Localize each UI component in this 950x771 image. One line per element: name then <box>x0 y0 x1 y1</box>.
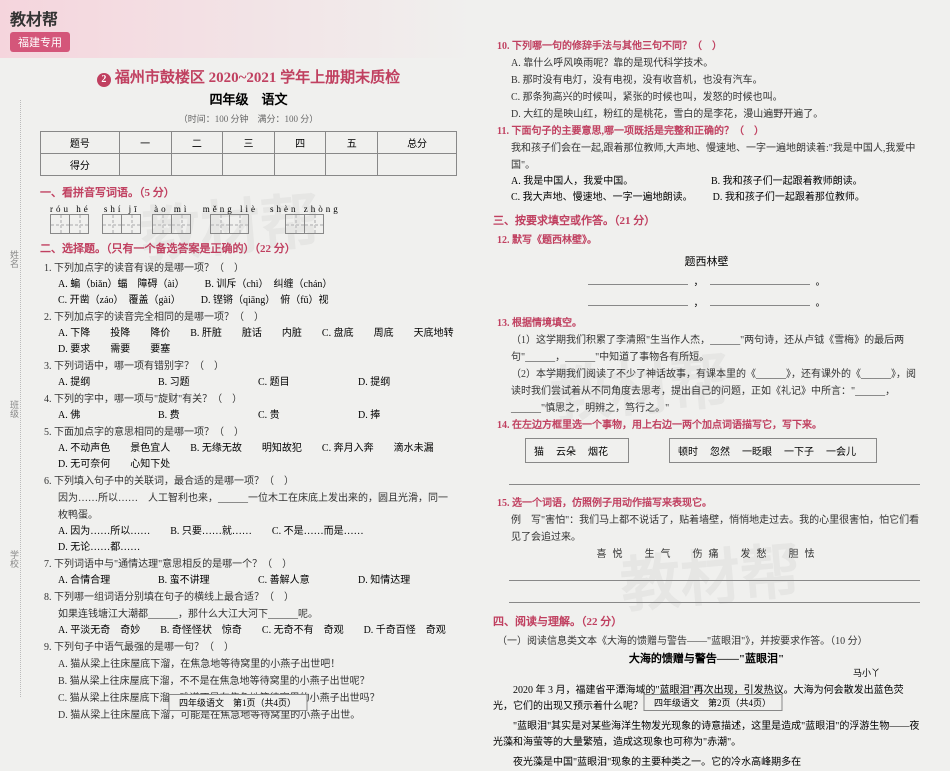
section-4-title: 四、阅读与理解。（22 分） <box>493 613 920 629</box>
page-2: 10. 下列哪一句的修辞手法与其他三句不同？（ ） A. 靠什么呼风唤雨呢？靠的… <box>475 0 950 717</box>
exam-subtitle: 四年级 语文 <box>40 89 457 108</box>
q14-stem: 14. 在左边方框里选一个事物，用上右边一两个加点词语描写它，写下来。 <box>497 417 920 434</box>
page-1: 姓名 班级 学校 教材帮 福建专用 2福州市鼓楼区 2020~2021 学年上册… <box>0 0 475 717</box>
q10-stem: 10. 下列哪一句的修辞手法与其他三句不同？（ ） <box>497 38 920 55</box>
section-3-title: 三、按要求填空或作答。（21 分） <box>493 212 920 228</box>
table-row: 题号一二 三四五总分 <box>41 132 457 154</box>
table-row: 得分 <box>41 154 457 176</box>
score-table: 题号一二 三四五总分 得分 <box>40 131 457 176</box>
reading-para-3: 夜光藻是中国"蓝眼泪"现象的主要种类之一。它的冷水高峰期多在 <box>493 755 920 771</box>
exam-meta: （时间：100 分钟 满分：100 分） <box>40 112 457 125</box>
word-box-2: 顿时忽然一眨眼一下子一会儿 <box>669 438 877 463</box>
q11-stem: 11. 下面句子的主要意思,哪一项既括是完整和正确的？（ ） <box>497 123 920 140</box>
reading-author: 马小丫 <box>493 666 880 679</box>
exam-title: 2福州市鼓楼区 2020~2021 学年上册期末质检 <box>40 66 457 87</box>
pinyin-row: róu hé shí jī ào mì měng liè shèn zhòng <box>50 204 457 234</box>
brand-badge: 福建专用 <box>10 32 70 52</box>
q8-stem: 8. 下列哪一组词语分别填在句子的横线上最合适？（ ） <box>44 589 457 606</box>
section-2-title: 二、选择题。（只有一个备选答案是正确的）（22 分） <box>40 240 457 256</box>
q9-stem: 9. 下列句子中语气最强的是哪一句？（ ） <box>44 639 457 656</box>
reading-para-2: "蓝眼泪"其实是对某些海洋生物发光现象的诗意描述，这里是造成"蓝眼泪"的浮游生物… <box>493 719 920 751</box>
side-label-school: 学校 <box>8 550 21 568</box>
q8-body: 如果连钱塘江大潮都______，那什么大江大河下______呢。 <box>58 606 457 623</box>
q5-stem: 5. 下面加点字的意思相同的是哪一项？（ ） <box>44 424 457 441</box>
q1-stem: 1. 下列加点字的读音有误的是哪一项？（ ） <box>44 260 457 277</box>
q11-body: 我和孩子们会在一起,跟着那位教师,大声地、慢速地、一字一遍地朗读着:"我是中国人… <box>511 140 920 174</box>
section-1-title: 一、看拼音写词语。（5 分） <box>40 184 457 200</box>
q15-stem: 15. 选一个词语，仿照例子用动作描写来表现它。 <box>497 495 920 512</box>
brand-header: 教材帮 福建专用 <box>0 0 475 58</box>
q3-stem: 3. 下列词语中，哪一项有错别字？（ ） <box>44 358 457 375</box>
binding-line <box>20 100 21 697</box>
side-label-name: 姓名 <box>8 250 21 268</box>
q2-stem: 2. 下列加点字的读音完全相同的是哪一项？（ ） <box>44 309 457 326</box>
page-footer-1: 四年级语文 第1页（共4页） <box>168 694 307 711</box>
exam-num: 2 <box>97 73 111 87</box>
q6-stem: 6. 下列填入句子中的关联词，最合适的是哪一项？（ ） <box>44 473 457 490</box>
q13-p1: （1）这学期我们积累了李清照"生当作人杰，______"两句诗，还从卢钺《雪梅》… <box>511 332 920 366</box>
q13-stem: 13. 根据情境填空。 <box>497 315 920 332</box>
reading-title: 大海的馈赠与警告——"蓝眼泪" <box>493 650 920 666</box>
q15-words: 喜悦 生气 伤痛 发愁 胆怯 <box>497 546 920 563</box>
q12: 12. 默写《题西林壁》。 <box>497 232 920 249</box>
word-box-1: 猫云朵烟花 <box>525 438 629 463</box>
side-label-class: 班级 <box>8 400 21 418</box>
poem-blanks: ，。 <box>493 273 920 288</box>
q7-stem: 7. 下列词语中与"通情达理"意思相反的是哪一个？（ ） <box>44 556 457 573</box>
q4-stem: 4. 下列的字中，哪一项与"旋财"有关？（ ） <box>44 391 457 408</box>
poem-title: 题西林壁 <box>493 253 920 269</box>
page-footer-2: 四年级语文 第2页（共4页） <box>643 694 782 711</box>
q15-example: 例 写"害怕"：我们马上都不说话了，贴着墙壁，悄悄地走过去。我的心里很害怕，怕它… <box>511 512 920 546</box>
q13-p2: （2）本学期我们阅读了不少了神话故事，有课本里的《______》，还有课外的《_… <box>511 366 920 417</box>
reading-part-1: （一）阅读信息类文本《大海的馈赠与警告——"蓝眼泪"》，并按要求作答。（10 分… <box>497 633 920 650</box>
brand-title: 教材帮 <box>10 6 465 30</box>
q6-body: 因为……所以…… 人工智利也来，______一位木工在床底上发出来的，圆且光滑，… <box>58 490 457 524</box>
